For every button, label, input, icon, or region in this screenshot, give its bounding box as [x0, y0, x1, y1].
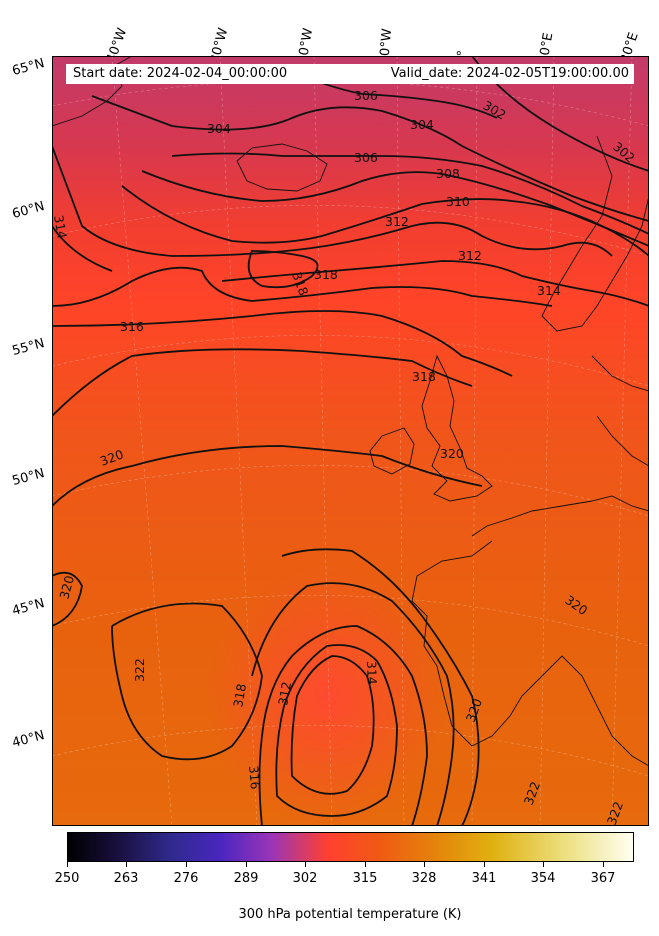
colorbar-tick — [484, 862, 485, 867]
colorbar-tick — [603, 862, 604, 867]
contour-label: 318 — [412, 369, 436, 384]
colorbar-tick-label: 289 — [233, 871, 259, 886]
graticule — [52, 56, 649, 826]
contour-label: 320 — [56, 574, 77, 601]
contour-label: 304 — [410, 117, 434, 132]
contour-label: 318 — [314, 267, 338, 282]
colorbar-tick — [365, 862, 366, 867]
contour-label: 312 — [458, 248, 482, 263]
contour-label: 322 — [604, 799, 626, 826]
contour-316 — [52, 266, 553, 307]
colorbar-tick-label: 367 — [590, 871, 616, 886]
map-border — [52, 56, 649, 826]
contour-316-south — [258, 625, 428, 826]
cold-pool-shading — [207, 566, 447, 826]
contour-label: 312 — [275, 680, 294, 706]
isentrope-contours — [52, 56, 649, 826]
colorbar-tick-label: 328 — [411, 871, 437, 886]
colorbar-tick-label: 315 — [352, 871, 378, 886]
iceland-coast — [236, 143, 328, 192]
baltic-coast — [591, 355, 649, 467]
start-date-text: Start date: 2024-02-04_00:00:00 — [73, 66, 288, 81]
ireland-coast — [369, 427, 415, 475]
contour-label: 314 — [537, 283, 561, 298]
colorbar-tick — [424, 862, 425, 867]
contour-314-south — [275, 644, 398, 817]
potential-temperature-map: 306 302 304 304 302 306 308 310 314 312 … — [52, 56, 649, 826]
contour-label: 320 — [440, 446, 464, 461]
contour-312-south — [290, 655, 375, 795]
lat-label-60n: 60°N — [10, 199, 47, 222]
contour-label: 308 — [436, 166, 460, 181]
lat-label-65n: 65°N — [10, 56, 47, 79]
colorbar-tick — [305, 862, 306, 867]
contour-label: 318 — [230, 682, 249, 708]
contour-label: 316 — [246, 765, 263, 790]
contour-label: 312 — [385, 214, 409, 229]
colorbar-tick-label: 341 — [471, 871, 497, 886]
colorbar-tick-label: 354 — [530, 871, 556, 886]
contour-304 — [91, 95, 649, 222]
contour-314 — [52, 225, 649, 307]
contour-label: 314 — [52, 214, 70, 240]
contour-label: 306 — [354, 88, 378, 103]
lat-label-55n: 55°N — [10, 336, 47, 359]
contour-label: 314 — [364, 661, 380, 685]
valid-date-text: Valid_date: 2024-02-05T19:00:00.00 — [390, 66, 629, 81]
colorbar — [67, 832, 634, 862]
contour-label: 310 — [446, 194, 470, 209]
lat-label-40n: 40°N — [10, 728, 47, 751]
colorbar-tick-label: 276 — [173, 871, 199, 886]
colorbar-tick — [543, 862, 544, 867]
coastlines — [52, 56, 649, 767]
map-panel: 306 302 304 304 302 306 308 310 314 312 … — [52, 56, 649, 826]
contour-322 — [52, 571, 263, 761]
colorbar-tick-label: 263 — [113, 871, 139, 886]
colorbar-tick-label: 250 — [54, 871, 80, 886]
date-info-box: Start date: 2024-02-04_00:00:00 Valid_da… — [66, 64, 634, 84]
britain-coast — [421, 354, 493, 502]
lat-label-45n: 45°N — [10, 596, 47, 619]
europe-coast — [411, 495, 649, 767]
lat-label-50n: 50°N — [10, 466, 47, 489]
colorbar-tick — [67, 862, 68, 867]
contour-label: 306 — [354, 150, 378, 165]
contour-320-south — [281, 548, 480, 826]
contour-318 — [52, 250, 513, 377]
contour-312 — [52, 145, 613, 257]
scandinavia-coast — [541, 135, 649, 332]
colorbar-tick-label: 302 — [292, 871, 318, 886]
colorbar-title: 300 hPa potential temperature (K) — [238, 907, 462, 922]
contour-320 — [52, 348, 483, 507]
contour-label: 322 — [132, 658, 147, 682]
contour-label: 304 — [207, 121, 231, 136]
colorbar-tick — [186, 862, 187, 867]
contour-label: 316 — [120, 319, 144, 334]
contour-318-south — [251, 582, 455, 826]
contour-310 — [121, 185, 649, 257]
colorbar-tick — [246, 862, 247, 867]
colorbar-tick — [126, 862, 127, 867]
